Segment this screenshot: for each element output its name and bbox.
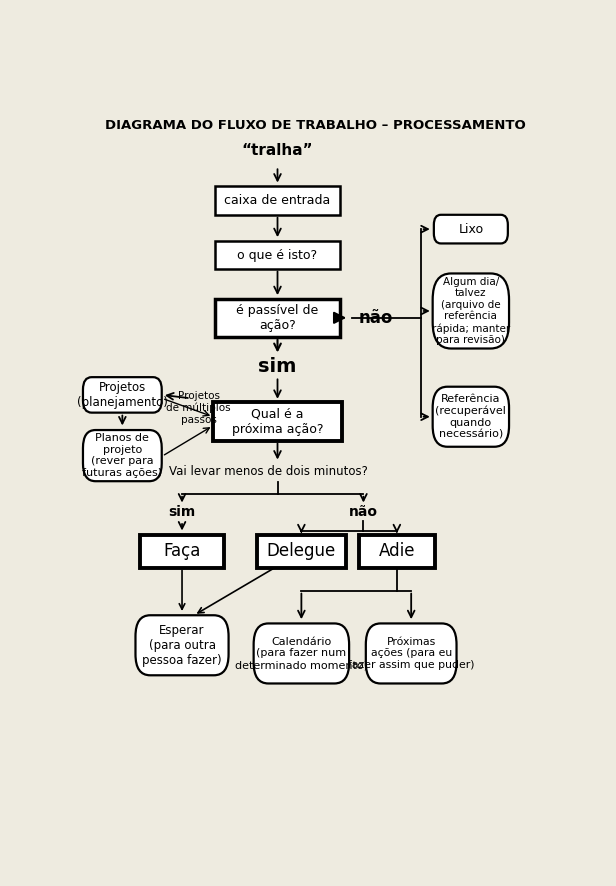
Text: Vai levar menos de dois minutos?: Vai levar menos de dois minutos? (169, 465, 367, 478)
Text: DIAGRAMA DO FLUXO DE TRABALHO – PROCESSAMENTO: DIAGRAMA DO FLUXO DE TRABALHO – PROCESSA… (105, 119, 526, 132)
Text: Algum dia/
talvez
(arquivo de
referência
rápida; manter
para revisão): Algum dia/ talvez (arquivo de referência… (432, 276, 510, 346)
FancyBboxPatch shape (216, 186, 339, 214)
FancyBboxPatch shape (432, 274, 509, 348)
Text: Qual é a
próxima ação?: Qual é a próxima ação? (232, 408, 323, 436)
Text: Delegue: Delegue (267, 542, 336, 560)
Text: sim: sim (258, 357, 297, 377)
FancyBboxPatch shape (216, 241, 339, 268)
FancyBboxPatch shape (216, 299, 339, 337)
Text: é passível de
ação?: é passível de ação? (237, 304, 318, 332)
Text: Próximas
ações (para eu
fazer assim que puder): Próximas ações (para eu fazer assim que … (348, 637, 474, 670)
FancyBboxPatch shape (140, 535, 224, 568)
Text: não: não (359, 309, 393, 327)
Text: Adie: Adie (379, 542, 415, 560)
Text: não: não (349, 505, 378, 519)
Text: Esperar
(para outra
pessoa fazer): Esperar (para outra pessoa fazer) (142, 624, 222, 667)
FancyBboxPatch shape (213, 402, 342, 440)
Text: sim: sim (168, 505, 196, 519)
FancyBboxPatch shape (83, 377, 162, 413)
FancyBboxPatch shape (434, 214, 508, 244)
FancyBboxPatch shape (359, 535, 435, 568)
Text: o que é isto?: o que é isto? (237, 249, 318, 261)
FancyBboxPatch shape (366, 624, 456, 683)
Text: Calendário
(para fazer num
determinado momento): Calendário (para fazer num determinado m… (235, 637, 368, 670)
Text: Faça: Faça (163, 542, 201, 560)
Text: Projetos
de múltiplos
passos: Projetos de múltiplos passos (166, 391, 231, 424)
Text: Referência
(recuperável
quando
necessário): Referência (recuperável quando necessári… (436, 394, 506, 439)
Text: “tralha”: “tralha” (241, 144, 314, 159)
FancyBboxPatch shape (83, 430, 162, 481)
Text: Projetos
(planejamento): Projetos (planejamento) (77, 381, 168, 409)
Text: Lixo: Lixo (458, 222, 484, 236)
FancyBboxPatch shape (136, 615, 229, 675)
FancyBboxPatch shape (254, 624, 349, 683)
FancyBboxPatch shape (432, 386, 509, 447)
FancyBboxPatch shape (257, 535, 346, 568)
Text: Planos de
projeto
(rever para
futuras ações): Planos de projeto (rever para futuras aç… (83, 433, 163, 478)
Text: caixa de entrada: caixa de entrada (224, 194, 331, 207)
